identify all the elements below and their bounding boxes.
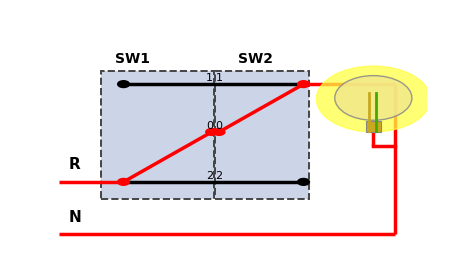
Circle shape xyxy=(206,129,218,135)
Circle shape xyxy=(298,81,310,87)
Text: 2: 2 xyxy=(215,171,222,181)
Text: 2: 2 xyxy=(206,171,213,181)
Text: N: N xyxy=(68,210,81,225)
Text: 1: 1 xyxy=(206,73,213,83)
Text: 0: 0 xyxy=(215,121,222,131)
FancyBboxPatch shape xyxy=(215,71,309,199)
Text: R: R xyxy=(68,157,80,172)
Circle shape xyxy=(118,179,129,185)
Text: SW2: SW2 xyxy=(238,52,273,66)
FancyBboxPatch shape xyxy=(101,71,213,199)
Circle shape xyxy=(316,66,430,132)
Circle shape xyxy=(118,81,129,87)
Circle shape xyxy=(213,129,225,135)
Text: 1: 1 xyxy=(215,73,222,83)
Text: 0: 0 xyxy=(206,121,213,131)
Circle shape xyxy=(298,179,310,185)
FancyBboxPatch shape xyxy=(366,121,381,132)
Circle shape xyxy=(335,76,412,120)
Text: SW1: SW1 xyxy=(115,52,150,66)
